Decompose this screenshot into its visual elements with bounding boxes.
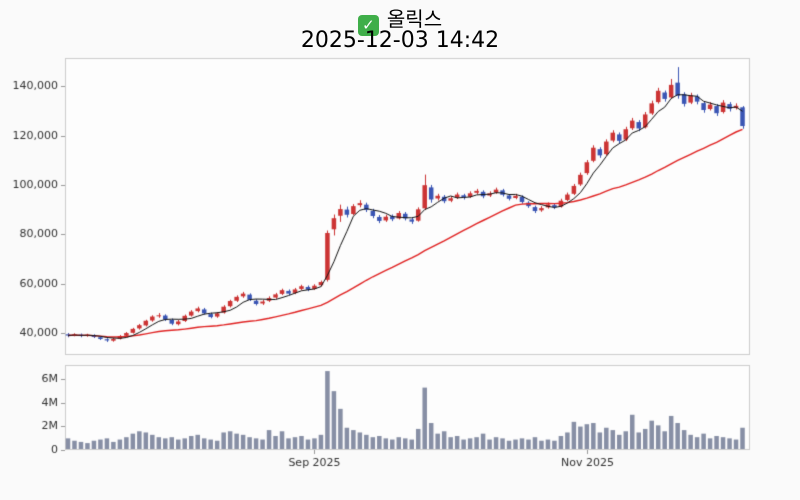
chart-timestamp-subtitle: 2025-12-03 14:42 [300, 28, 500, 53]
green-checkbox-icon: ✓ [357, 14, 379, 36]
stock-name-title: 올릭스 [386, 7, 443, 31]
chart-title-row: ✓ 올릭스 [0, 3, 800, 36]
